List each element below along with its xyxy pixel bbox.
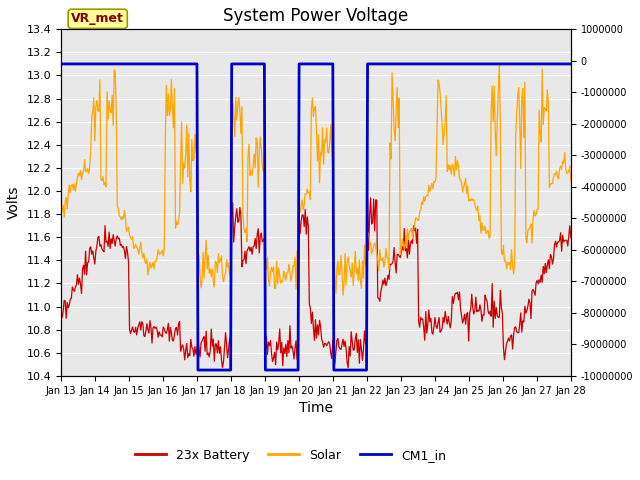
X-axis label: Time: Time	[299, 401, 333, 415]
Legend: 23x Battery, Solar, CM1_in: 23x Battery, Solar, CM1_in	[130, 444, 451, 467]
Text: VR_met: VR_met	[71, 12, 124, 25]
Title: System Power Voltage: System Power Voltage	[223, 7, 408, 25]
Y-axis label: Volts: Volts	[7, 186, 21, 219]
